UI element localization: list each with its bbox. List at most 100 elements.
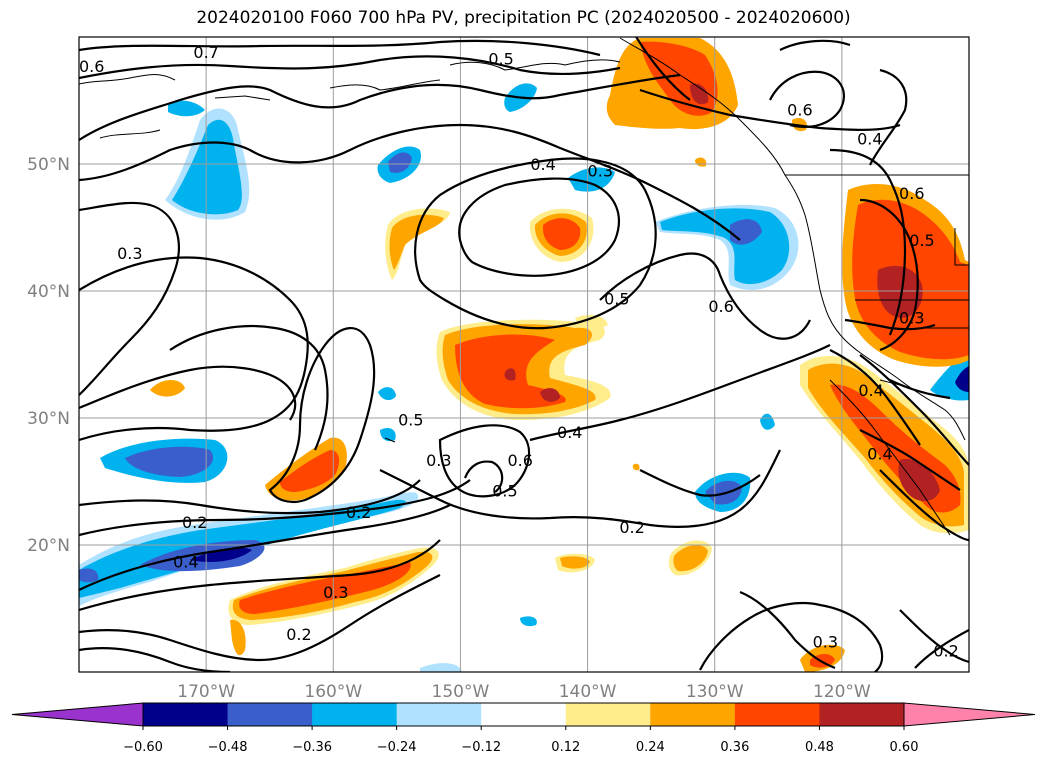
contour-label: 0.4 bbox=[857, 130, 882, 149]
contour-label: 0.6 bbox=[787, 100, 812, 119]
contour-label: 0.3 bbox=[117, 244, 142, 263]
colorbar-extend-min bbox=[11, 702, 144, 727]
colorbar: −0.60 −0.48 −0.36 −0.24 −0.12 0.12 0.24 0.36 0.4… bbox=[11, 702, 1036, 755]
svg-text:0.6: 0.6 bbox=[787, 100, 812, 119]
x-tick-label: 140°W bbox=[559, 682, 617, 702]
colorbar-segment bbox=[650, 703, 736, 726]
negative-anomaly-region bbox=[520, 616, 537, 627]
x-tick-label: 150°W bbox=[432, 682, 490, 702]
negative-anomaly-region bbox=[660, 208, 790, 285]
svg-text:0.6: 0.6 bbox=[899, 184, 924, 203]
positive-anomaly-region bbox=[280, 450, 340, 492]
negative-anomaly-region bbox=[172, 119, 242, 215]
x-tick-label: 120°W bbox=[813, 682, 871, 702]
contour-label: 0.3 bbox=[899, 309, 924, 328]
contour-label: 0.2 bbox=[346, 503, 371, 522]
positive-anomaly-region bbox=[898, 459, 940, 502]
svg-text:0.2: 0.2 bbox=[182, 513, 207, 532]
contour-label: 0.4 bbox=[858, 381, 883, 400]
y-tick-label: 30°N bbox=[27, 409, 70, 429]
colorbar-segment bbox=[565, 703, 651, 726]
colorbar-segment bbox=[734, 703, 820, 726]
pv-contours bbox=[79, 37, 969, 672]
colorbar-segment bbox=[312, 703, 398, 726]
contour-label: 0.5 bbox=[398, 410, 423, 429]
contour-labels: 0.7 0.6 0.5 0.6 0.4 0.6 0.5 0.3 0.3 0.4 0.3 0.5 0.6 0… bbox=[79, 43, 959, 660]
positive-anomaly-region bbox=[230, 619, 246, 656]
colorbar-extend-max bbox=[903, 702, 1036, 727]
positive-anomaly-region bbox=[877, 265, 923, 318]
svg-text:0.3: 0.3 bbox=[117, 244, 142, 263]
coastlines bbox=[79, 37, 969, 536]
svg-text:0.5: 0.5 bbox=[604, 290, 629, 309]
colorbar-tick-label: 0.12 bbox=[551, 740, 580, 755]
contour-label: 0.2 bbox=[619, 518, 644, 537]
negative-anomaly-region bbox=[388, 152, 412, 173]
svg-text:0.3: 0.3 bbox=[426, 451, 451, 470]
negative-anomaly-region bbox=[955, 366, 969, 392]
negative-anomaly-region bbox=[79, 568, 99, 583]
contour-label: 0.4 bbox=[557, 423, 582, 442]
colorbar-tick-label: 0.36 bbox=[720, 740, 749, 755]
positive-anomaly-region bbox=[540, 388, 560, 402]
svg-text:0.5: 0.5 bbox=[492, 481, 517, 500]
y-axis-ticks: 20°N 30°N 40°N 50°N bbox=[27, 155, 70, 556]
x-tick-label: 170°W bbox=[177, 682, 235, 702]
svg-text:0.5: 0.5 bbox=[398, 410, 423, 429]
negative-anomaly-region bbox=[380, 428, 396, 442]
colorbar-segment bbox=[227, 703, 313, 726]
y-tick-label: 20°N bbox=[27, 536, 70, 556]
map-frame bbox=[78, 36, 970, 673]
svg-text:0.4: 0.4 bbox=[530, 155, 555, 174]
negative-anomaly-region bbox=[168, 100, 205, 117]
svg-text:0.3: 0.3 bbox=[813, 633, 838, 652]
svg-text:0.6: 0.6 bbox=[79, 57, 104, 76]
positive-anomaly-region bbox=[150, 379, 185, 397]
colorbar-tick-label: −0.60 bbox=[123, 740, 163, 755]
colorbar-segment bbox=[396, 703, 482, 726]
contour-label: 0.5 bbox=[909, 231, 934, 250]
negative-anomaly-region bbox=[568, 167, 615, 192]
positive-anomaly-region bbox=[575, 314, 608, 330]
positive-anomaly-region bbox=[673, 544, 708, 572]
colorbar-segment bbox=[143, 703, 229, 726]
positive-anomaly-region bbox=[690, 83, 709, 105]
svg-text:0.4: 0.4 bbox=[173, 553, 198, 572]
y-tick-label: 40°N bbox=[27, 282, 70, 302]
contour-label: 0.6 bbox=[79, 57, 104, 76]
contour-label: 0.5 bbox=[488, 50, 513, 69]
contour-label: 0.4 bbox=[530, 155, 555, 174]
svg-text:0.4: 0.4 bbox=[857, 130, 882, 149]
positive-anomaly-region bbox=[695, 157, 707, 167]
colorbar-tick-label: −0.36 bbox=[292, 740, 332, 755]
negative-anomaly-region bbox=[378, 387, 396, 401]
svg-text:0.5: 0.5 bbox=[488, 50, 513, 69]
contour-label: 0.2 bbox=[182, 513, 207, 532]
svg-text:0.3: 0.3 bbox=[899, 309, 924, 328]
colorbar-tick-label: 0.48 bbox=[805, 740, 834, 755]
positive-anomaly-region bbox=[504, 368, 516, 381]
positive-anomaly-region bbox=[239, 562, 411, 614]
svg-text:0.5: 0.5 bbox=[909, 231, 934, 250]
contour-label: 0.3 bbox=[426, 451, 451, 470]
negative-anomaly-region bbox=[190, 547, 252, 562]
contour-label: 0.6 bbox=[507, 451, 532, 470]
positive-anomaly-region bbox=[632, 463, 640, 471]
colorbar-segment bbox=[819, 703, 905, 726]
positive-anomaly-region bbox=[389, 214, 444, 270]
contour-label: 0.6 bbox=[899, 184, 924, 203]
contour-label: 0.4 bbox=[173, 553, 198, 572]
svg-text:0.7: 0.7 bbox=[193, 43, 218, 62]
colorbar-frame bbox=[142, 702, 905, 727]
svg-text:0.6: 0.6 bbox=[507, 451, 532, 470]
svg-text:0.3: 0.3 bbox=[588, 161, 613, 180]
svg-text:0.4: 0.4 bbox=[858, 381, 883, 400]
positive-anomaly-region bbox=[560, 556, 590, 569]
svg-text:0.2: 0.2 bbox=[346, 503, 371, 522]
contour-label: 0.5 bbox=[604, 290, 629, 309]
svg-text:0.3: 0.3 bbox=[323, 583, 348, 602]
negative-anomaly-region bbox=[760, 413, 775, 430]
svg-text:0.2: 0.2 bbox=[619, 518, 644, 537]
x-axis-ticks: 170°W 160°W 150°W 140°W 130°W 120°W bbox=[177, 682, 871, 702]
